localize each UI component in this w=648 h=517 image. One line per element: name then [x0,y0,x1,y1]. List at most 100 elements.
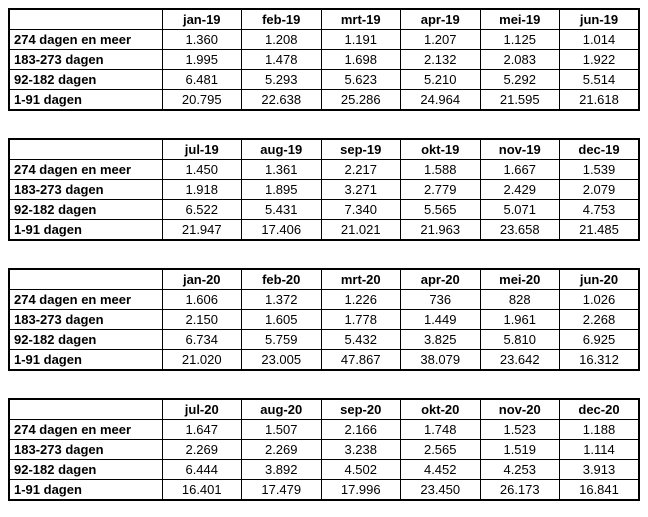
table-row: 274 dagen en meer 1.606 1.372 1.226 736 828 1.… [8,289,640,310]
month-header: jan-19 [161,8,242,30]
value-cell: 6.734 [161,329,242,350]
month-header: dec-20 [559,398,640,420]
value-cell: 21.021 [320,219,401,241]
table-row: 183-273 dagen 2.269 2.269 3.238 2.565 1.519 1.… [8,439,640,460]
value-cell: 24.964 [400,89,481,111]
table-row: 1-91 dagen 20.795 22.638 25.286 24.964 21.595… [8,89,640,111]
value-cell: 5.292 [479,69,560,90]
value-cell: 21.595 [479,89,560,111]
row-label: 92-182 dagen [8,199,163,220]
value-cell: 17.479 [241,479,322,501]
value-cell: 16.312 [559,349,640,371]
value-cell: 1.778 [320,309,401,330]
corner-cell [8,138,163,160]
row-label: 92-182 dagen [8,329,163,350]
value-cell: 17.406 [241,219,322,241]
table-row: 274 dagen en meer 1.450 1.361 2.217 1.588 1.6… [8,159,640,180]
data-table-jan-20-jun-20: jan-20 feb-20 mrt-20 apr-20 mei-20 jun-20 274 … [8,268,640,371]
table-row: 92-182 dagen 6.734 5.759 5.432 3.825 5.810 6.9… [8,329,640,350]
row-label: 274 dagen en meer [8,289,163,310]
month-header: nov-20 [479,398,560,420]
value-cell: 47.867 [320,349,401,371]
value-cell: 1.588 [400,159,481,180]
value-cell: 6.522 [161,199,242,220]
value-cell: 2.132 [400,49,481,70]
value-cell: 1.450 [161,159,242,180]
value-cell: 4.753 [559,199,640,220]
value-cell: 1.895 [241,179,322,200]
value-cell: 1.026 [559,289,640,310]
month-header: apr-20 [400,268,481,290]
month-header: aug-20 [241,398,322,420]
month-header: feb-19 [241,8,322,30]
value-cell: 1.191 [320,29,401,50]
value-cell: 1.014 [559,29,640,50]
value-cell: 2.429 [479,179,560,200]
value-cell: 3.271 [320,179,401,200]
row-label: 1-91 dagen [8,479,163,501]
value-cell: 1.114 [559,439,640,460]
value-cell: 5.293 [241,69,322,90]
table-row: 183-273 dagen 1.995 1.478 1.698 2.132 2.083 1.… [8,49,640,70]
month-header: okt-20 [400,398,481,420]
value-cell: 21.020 [161,349,242,371]
value-cell: 1.507 [241,419,322,440]
value-cell: 23.005 [241,349,322,371]
value-cell: 23.450 [400,479,481,501]
month-header: jun-19 [559,8,640,30]
month-header: aug-19 [241,138,322,160]
value-cell: 26.173 [479,479,560,501]
row-label: 183-273 dagen [8,309,163,330]
value-cell: 1.207 [400,29,481,50]
value-cell: 2.268 [559,309,640,330]
value-cell: 5.759 [241,329,322,350]
value-cell: 3.825 [400,329,481,350]
month-header: okt-19 [400,138,481,160]
value-cell: 736 [400,289,481,310]
month-header: mrt-20 [320,268,401,290]
month-header: jun-20 [559,268,640,290]
table-row: 274 dagen en meer 1.360 1.208 1.191 1.207 1.1… [8,29,640,50]
value-cell: 4.502 [320,459,401,480]
value-cell: 25.286 [320,89,401,111]
table-row: 183-273 dagen 2.150 1.605 1.778 1.449 1.961 2.… [8,309,640,330]
value-cell: 5.565 [400,199,481,220]
value-cell: 1.523 [479,419,560,440]
value-cell: 5.514 [559,69,640,90]
value-cell: 21.963 [400,219,481,241]
value-cell: 4.452 [400,459,481,480]
table-row: 1-91 dagen 21.020 23.005 47.867 38.079 23.642… [8,349,640,371]
row-label: 183-273 dagen [8,49,163,70]
data-table-jul-20-dec-20: jul-20 aug-20 sep-20 okt-20 nov-20 dec-20 274 … [8,398,640,501]
table-row: 92-182 dagen 6.444 3.892 4.502 4.452 4.253 3.9… [8,459,640,480]
month-header: apr-19 [400,8,481,30]
month-header: feb-20 [241,268,322,290]
value-cell: 21.618 [559,89,640,111]
table-row: 1-91 dagen 16.401 17.479 17.996 23.450 26.173… [8,479,640,501]
data-table-jul-19-dec-19: jul-19 aug-19 sep-19 okt-19 nov-19 dec-19 274 … [8,138,640,241]
header-row: jul-20 aug-20 sep-20 okt-20 nov-20 dec-20 [8,398,640,420]
row-label: 274 dagen en meer [8,159,163,180]
value-cell: 1.748 [400,419,481,440]
value-cell: 5.431 [241,199,322,220]
value-cell: 21.485 [559,219,640,241]
value-cell: 6.444 [161,459,242,480]
value-cell: 6.481 [161,69,242,90]
value-cell: 1.698 [320,49,401,70]
value-cell: 1.125 [479,29,560,50]
header-row: jul-19 aug-19 sep-19 okt-19 nov-19 dec-19 [8,138,640,160]
value-cell: 1.539 [559,159,640,180]
value-cell: 2.217 [320,159,401,180]
table-row: 92-182 dagen 6.522 5.431 7.340 5.565 5.071 4.7… [8,199,640,220]
value-cell: 1.961 [479,309,560,330]
row-label: 1-91 dagen [8,219,163,241]
value-cell: 2.166 [320,419,401,440]
value-cell: 1.449 [400,309,481,330]
value-cell: 2.565 [400,439,481,460]
month-header: mrt-19 [320,8,401,30]
value-cell: 22.638 [241,89,322,111]
value-cell: 1.918 [161,179,242,200]
value-cell: 1.360 [161,29,242,50]
value-cell: 5.432 [320,329,401,350]
month-header: sep-19 [320,138,401,160]
